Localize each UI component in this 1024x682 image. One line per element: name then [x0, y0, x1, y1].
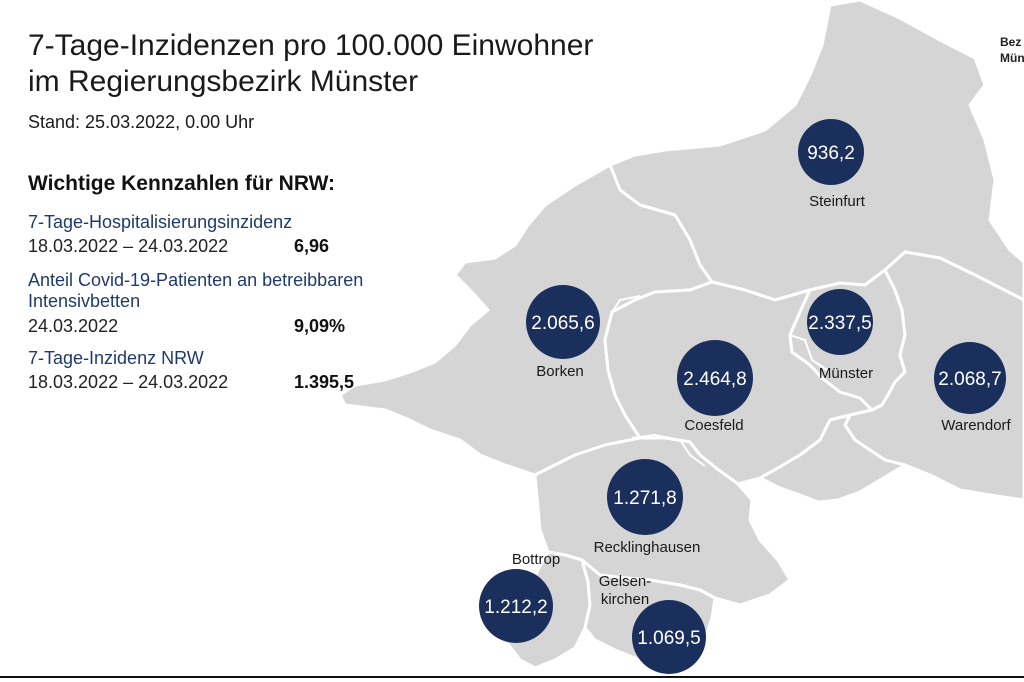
- metric-label-hospitalisation: 7-Tage-Hospitalisierungsinzidenz: [28, 212, 293, 232]
- region-label-warendorf: Warendorf: [941, 417, 1011, 434]
- region-label-gelsenkirchen: Gelsen-: [599, 573, 652, 590]
- metric-date-icu-share: 24.03.2022: [28, 316, 119, 336]
- corner-label-line-2: Mün: [1000, 51, 1024, 65]
- marker-circle-bottrop: [479, 569, 553, 643]
- markers: 936,2 Steinfurt 2.065,6 Borken 2.337,5 Münste…: [479, 119, 1012, 674]
- marker-circle-coesfeld: [677, 340, 753, 416]
- marker-coesfeld: 2.464,8 Coesfeld: [677, 340, 753, 434]
- metric-value-icu-share: 9,09%: [294, 316, 346, 336]
- internal-border-0: [631, 433, 706, 467]
- marker-value-bottrop: 1.212,2: [484, 597, 547, 618]
- page-title: 7-Tage-Inzidenzen pro 100.000 Einwohner …: [28, 28, 593, 100]
- region-label-recklinghausen: Recklinghausen: [594, 539, 701, 556]
- marker-circle-münster: [807, 289, 873, 355]
- marker-steinfurt: 936,2 Steinfurt: [798, 119, 866, 210]
- regions: [338, 0, 1024, 670]
- timestamp: Stand: 25.03.2022, 0.00 Uhr: [28, 112, 255, 132]
- marker-value-steinfurt: 936,2: [807, 143, 855, 164]
- metric-label-icu-share-2: Intensivbetten: [28, 291, 141, 311]
- marker-recklinghausen: 1.271,8 Recklinghausen: [594, 459, 701, 556]
- key-figures-heading: Wichtige Kennzahlen für NRW:: [28, 172, 336, 195]
- marker-circle-borken: [526, 285, 600, 359]
- marker-value-münster: 2.337,5: [808, 313, 871, 334]
- metric-value-hospitalisation: 6,96: [294, 236, 330, 256]
- marker-circle-steinfurt: [798, 119, 864, 185]
- district-borders: [611, 295, 831, 467]
- region-label-2-gelsenkirchen: kirchen: [601, 591, 649, 608]
- region-coesfeld-south: [758, 413, 907, 504]
- marker-circle-gelsenkirchen: [632, 600, 706, 674]
- marker-value-borken: 2.065,6: [531, 313, 594, 334]
- region-label-steinfurt: Steinfurt: [809, 193, 866, 210]
- marker-bottrop: 1.212,2 Bottrop: [479, 551, 560, 643]
- region-label-coesfeld: Coesfeld: [684, 417, 743, 434]
- marker-value-recklinghausen: 1.271,8: [613, 488, 676, 509]
- internal-border-2: [611, 295, 641, 313]
- marker-gelsenkirchen: 1.069,5 Gelsen-kirchen: [599, 573, 706, 674]
- metric-label-icu-share: Anteil Covid-19-Patienten an betreibbare…: [28, 270, 364, 290]
- marker-münster: 2.337,5 Münster: [807, 289, 873, 382]
- bottom-divider: [0, 676, 1024, 678]
- metric-value-incidence-nrw: 1.395,5: [294, 372, 355, 392]
- metric-date-hospitalisation: 18.03.2022 – 24.03.2022: [28, 236, 229, 256]
- marker-value-warendorf: 2.068,7: [938, 369, 1001, 390]
- marker-circle-recklinghausen: [607, 459, 683, 535]
- metric-date-incidence-nrw: 18.03.2022 – 24.03.2022: [28, 372, 229, 392]
- region-label-borken: Borken: [536, 363, 584, 380]
- region-label-münster: Münster: [819, 365, 873, 382]
- marker-borken: 2.065,6 Borken: [526, 285, 600, 380]
- title-line-1: 7-Tage-Inzidenzen pro 100.000 Einwohner: [28, 29, 594, 62]
- marker-value-coesfeld: 2.464,8: [683, 369, 746, 390]
- title-line-2: im Regierungsbezirk Münster: [28, 65, 419, 98]
- metric-label-incidence-nrw: 7-Tage-Inzidenz NRW: [28, 348, 204, 368]
- region-label-bottrop: Bottrop: [512, 551, 560, 568]
- marker-circle-warendorf: [934, 342, 1006, 414]
- corner-label: Bez Mün: [1000, 34, 1024, 66]
- marker-value-gelsenkirchen: 1.069,5: [637, 628, 700, 649]
- internal-border-1: [789, 334, 831, 373]
- marker-warendorf: 2.068,7 Warendorf: [934, 342, 1012, 434]
- corner-label-line-1: Bez: [1000, 35, 1022, 49]
